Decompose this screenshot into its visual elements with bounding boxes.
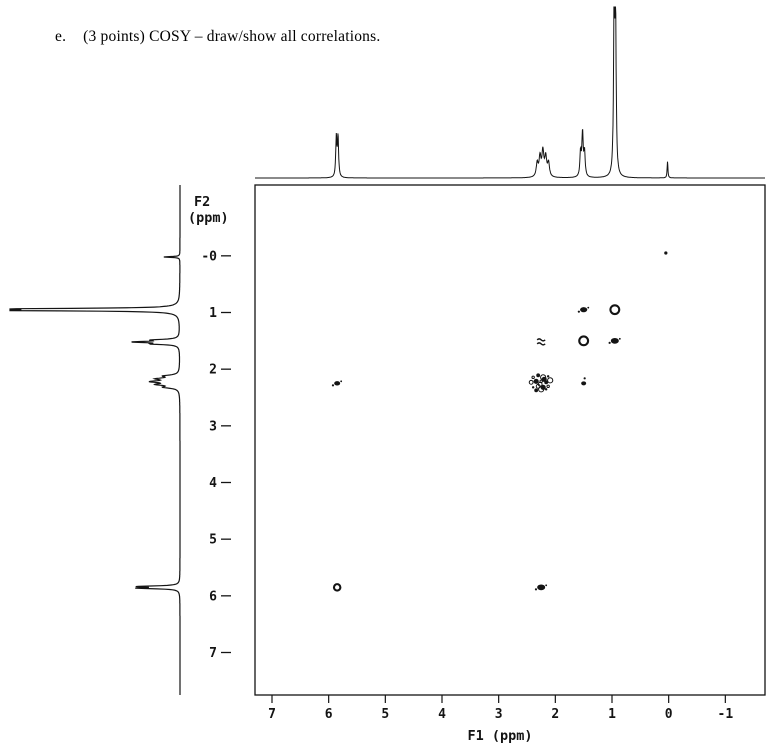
- question-label: e.: [55, 28, 67, 45]
- y-tick-label: 2: [209, 363, 217, 378]
- cross-peak: [608, 337, 621, 344]
- y-tick-label: 6: [209, 589, 217, 604]
- y-axis-label-line1: F2: [194, 194, 210, 210]
- question: e. (3 points) COSY – draw/show all correl…: [55, 28, 380, 46]
- x-tick-label: -1: [718, 707, 734, 722]
- x-tick-label: 1: [608, 707, 616, 722]
- question-text: (3 points) COSY – draw/show all correlat…: [83, 28, 381, 45]
- x-tick-label: 7: [268, 707, 276, 722]
- left-projection-trace: [9, 185, 181, 695]
- diagonal-peak: [609, 304, 621, 316]
- plot-border: [254, 184, 766, 696]
- y-tick-label: 3: [209, 419, 217, 434]
- cross-peak: [534, 584, 548, 591]
- top-projection-trace: [255, 6, 765, 179]
- cross-peak: [331, 380, 343, 387]
- cross-peak: [577, 306, 590, 313]
- diagonal-peak: [528, 373, 554, 393]
- cross-peak: [581, 377, 587, 386]
- x-tick-label: 0: [665, 707, 673, 722]
- x-tick-label: 4: [438, 707, 446, 722]
- x-tick-label: 3: [495, 707, 503, 722]
- impurity-peak: [664, 251, 668, 255]
- cross-peak: [536, 338, 546, 346]
- y-tick-label: 4: [209, 476, 217, 491]
- x-tick-label: 2: [551, 707, 559, 722]
- y-axis-label-line2: (ppm): [188, 210, 229, 226]
- x-tick-label: 6: [325, 707, 333, 722]
- y-tick-label: 5: [209, 533, 217, 548]
- x-axis-label: F1 (ppm): [467, 728, 532, 744]
- y-tick-label: -0: [201, 249, 217, 264]
- y-tick-label: 7: [209, 646, 217, 661]
- diagonal-peak: [332, 583, 342, 592]
- x-tick-label: 5: [381, 707, 389, 722]
- y-tick-label: 1: [209, 306, 217, 321]
- diagonal-peak: [578, 335, 590, 347]
